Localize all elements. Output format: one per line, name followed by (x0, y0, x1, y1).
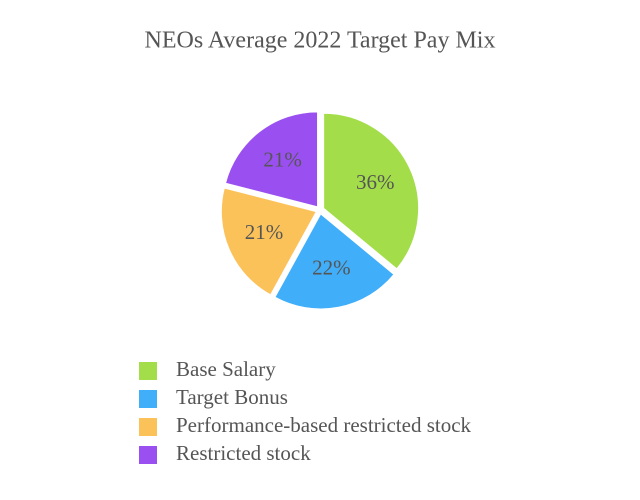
pie-slice (323, 112, 420, 270)
pie-slice (220, 187, 318, 296)
legend-swatch (139, 390, 157, 408)
legend-swatch (139, 418, 157, 436)
slice-label: 22% (312, 256, 351, 280)
legend-label: Performance-based restricted stock (176, 413, 472, 437)
legend-swatch (139, 362, 157, 380)
legend-swatch (139, 446, 157, 464)
legend-label: Restricted stock (176, 441, 311, 465)
pie-slice (224, 111, 319, 208)
chart-title: NEOs Average 2022 Target Pay Mix (145, 28, 496, 54)
pie-slice (274, 213, 395, 310)
slice-label: 36% (356, 170, 395, 194)
legend-label: Target Bonus (176, 385, 288, 409)
slice-label: 21% (263, 148, 302, 172)
legend-label: Base Salary (176, 357, 276, 381)
slice-label: 21% (245, 220, 284, 244)
